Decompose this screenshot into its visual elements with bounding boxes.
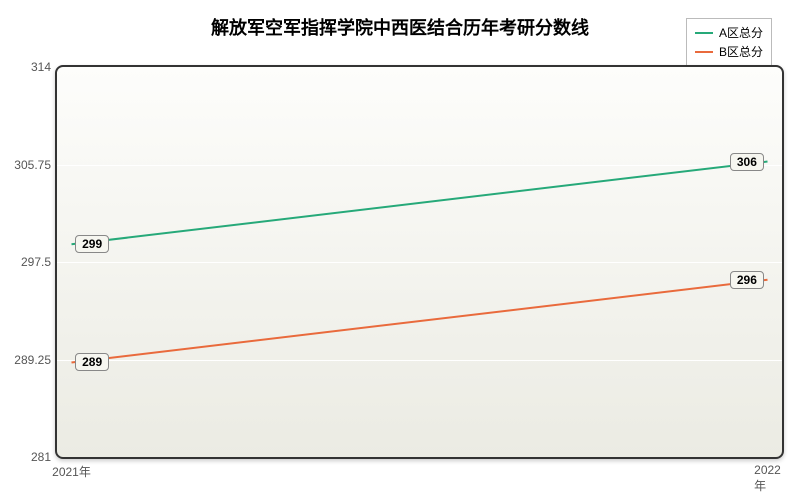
series-b-line bbox=[72, 280, 768, 363]
legend-label-b: B区总分 bbox=[719, 43, 763, 60]
xtick-1: 2022年 bbox=[754, 463, 781, 494]
series-a-line bbox=[72, 162, 768, 245]
ytick: 289.25 bbox=[14, 353, 51, 367]
line-svg bbox=[57, 67, 782, 457]
label-b-1: 296 bbox=[730, 271, 764, 289]
label-a-0: 299 bbox=[75, 235, 109, 253]
legend-item-b: B区总分 bbox=[695, 42, 763, 61]
plot-area: 281289.25297.5305.75314 2021年 2022年 299 … bbox=[55, 65, 784, 459]
legend-swatch-a bbox=[695, 32, 713, 34]
ytick: 305.75 bbox=[14, 158, 51, 172]
ytick: 314 bbox=[31, 60, 51, 74]
legend-label-a: A区总分 bbox=[719, 24, 763, 41]
ytick: 297.5 bbox=[21, 255, 51, 269]
legend-swatch-b bbox=[695, 51, 713, 53]
label-a-1: 306 bbox=[730, 153, 764, 171]
xtick-0: 2021年 bbox=[52, 463, 91, 480]
label-b-0: 289 bbox=[75, 353, 109, 371]
legend: A区总分 B区总分 bbox=[686, 18, 772, 66]
ytick: 281 bbox=[31, 450, 51, 464]
chart-title: 解放军空军指挥学院中西医结合历年考研分数线 bbox=[211, 14, 589, 40]
chart-container: 解放军空军指挥学院中西医结合历年考研分数线 A区总分 B区总分 281289.2… bbox=[0, 0, 800, 500]
legend-item-a: A区总分 bbox=[695, 23, 763, 42]
